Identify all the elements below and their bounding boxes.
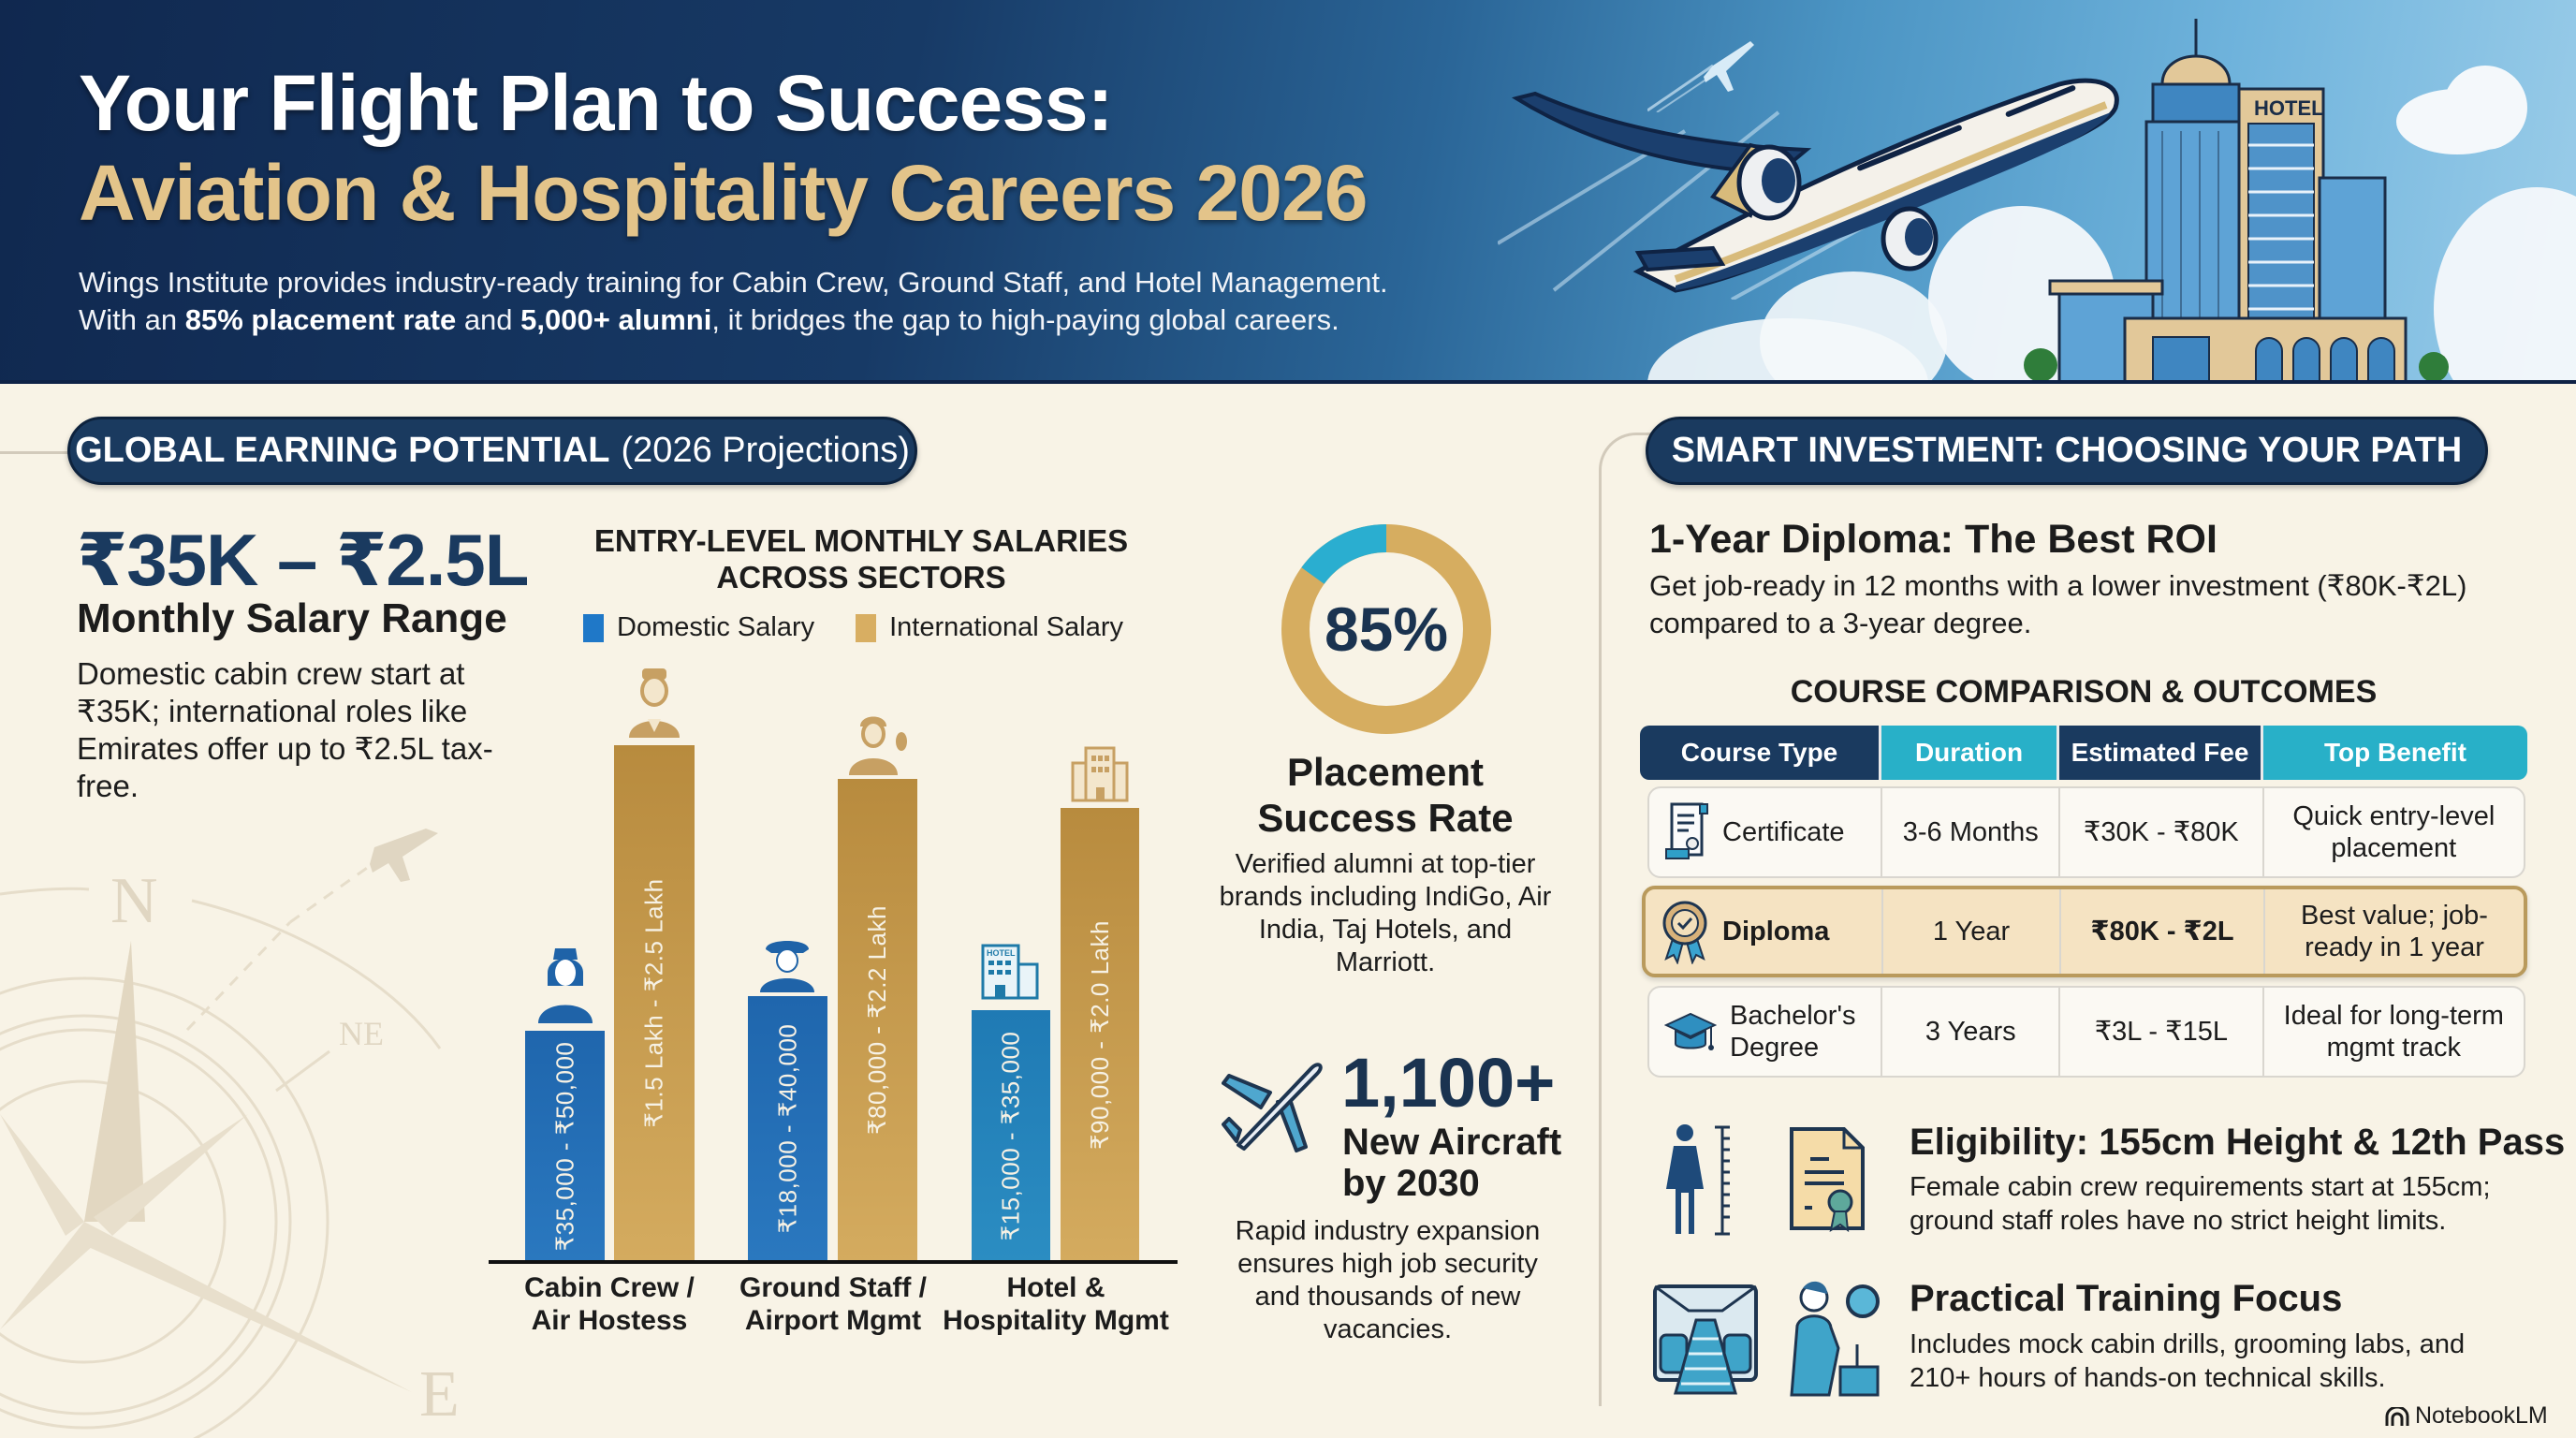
header-subtitle: Wings Institute provides industry-ready …	[79, 264, 1539, 339]
flight-attendant-icon-blue	[538, 948, 593, 1023]
legend-label-domestic: Domestic Salary	[617, 612, 815, 642]
notebooklm-logo-icon	[2385, 1406, 2409, 1426]
column-header-fee: Estimated Fee	[2059, 726, 2263, 780]
eligibility-title: Eligibility: 155cm Height & 12th Pass	[1910, 1122, 2566, 1163]
placement-highlight: 85% placement rate	[184, 303, 457, 336]
column-header-course-type: Course Type	[1640, 726, 1881, 780]
graduation-cap-icon	[1664, 1012, 1717, 1050]
course-benefit: Quick entry-level placement	[2292, 801, 2496, 863]
cloud-decoration	[1760, 271, 1947, 380]
training-description: Includes mock cabin drills, grooming lab…	[1910, 1329, 2466, 1393]
legend-swatch-international	[856, 613, 877, 642]
category-label-cabin-crew: Cabin Crew / Air Hostess	[524, 1272, 695, 1336]
new-aircraft-title: New Aircraft by 2030	[1342, 1122, 1562, 1204]
course-duration: 3 Years	[1882, 988, 2061, 1076]
header-banner: HOTEL Your Flight Plan to Success: Aviat…	[0, 0, 2576, 384]
bar-cabin-crew-international: ₹1.5 Lakh - ₹2.5 Lakh	[614, 745, 695, 1261]
course-fee: ₹3L - ₹15L	[2060, 988, 2264, 1076]
aircraft-cabin-icon	[1653, 1284, 1758, 1395]
eligibility-description: Female cabin crew requirements start at …	[1910, 1172, 2491, 1236]
bar-cabin-crew-domestic: ₹35,000 - ₹50,000	[525, 1031, 605, 1261]
course-duration: 3-6 Months	[1882, 788, 2061, 876]
legend-swatch-domestic	[583, 613, 604, 642]
svg-text:E: E	[419, 1358, 460, 1431]
course-duration: 1 Year	[1883, 889, 2061, 974]
hotel-building-icon-gold	[1071, 746, 1129, 802]
flight-attendant-icon-gold	[629, 668, 680, 738]
divider-line	[0, 451, 69, 454]
certificate-document-icon	[1790, 1127, 1865, 1233]
alumni-highlight: 5,000+ alumni	[520, 303, 712, 336]
compass-rose-decoration: N NE E	[0, 829, 460, 1438]
column-header-benefit: Top Benefit	[2263, 726, 2527, 780]
hotel-illustration: HOTEL	[2022, 19, 2452, 380]
category-label-ground-staff: Ground Staff / Airport Mgmt	[739, 1272, 927, 1336]
earning-section-header: GLOBAL EARNING POTENTIAL (2026 Projection…	[67, 417, 917, 485]
notebooklm-brand: NotebookLM	[2385, 1402, 2548, 1430]
subtitle-line1: Wings Institute provides industry-ready …	[79, 266, 1388, 299]
placement-donut-chart	[1281, 524, 1491, 734]
svg-text:NE: NE	[339, 1015, 384, 1052]
grooming-trainer-icon	[1790, 1281, 1880, 1397]
new-aircraft-value: 1,100+	[1341, 1044, 1556, 1122]
salary-range-value: ₹35K – ₹2.5L	[77, 519, 529, 601]
new-aircraft-description: Rapid industry expansion ensures high jo…	[1235, 1216, 1541, 1344]
placement-rate-value: 85%	[1324, 594, 1449, 664]
height-measurement-icon	[1666, 1124, 1730, 1236]
course-name: Diploma	[1722, 917, 1830, 946]
hotel-building-icon-blue: HOTEL	[981, 944, 1039, 1000]
course-table-header: Course Type Duration Estimated Fee Top B…	[1640, 726, 2527, 780]
salary-range-description: Domestic cabin crew start at ₹35K; inter…	[77, 656, 493, 803]
course-fee: ₹30K - ₹80K	[2060, 788, 2264, 876]
course-benefit: Best value; job-ready in 1 year	[2301, 901, 2488, 962]
chart-legend: Domestic Salary International Salary	[583, 612, 1123, 643]
svg-text:HOTEL: HOTEL	[987, 948, 1016, 958]
certificate-scroll-icon	[1665, 802, 1708, 859]
bar-hotel-international: ₹90,000 - ₹2.0 Lakh	[1061, 808, 1139, 1261]
placement-title: Placement Success Rate	[1257, 750, 1514, 840]
subtitle-line2: With an 85% placement rate and 5,000+ al…	[79, 303, 1339, 336]
cloud-decoration	[2434, 187, 2576, 380]
airplane-icon	[1222, 1063, 1323, 1152]
bar-ground-staff-domestic: ₹18,000 - ₹40,000	[748, 996, 827, 1261]
airplane-illustration	[1498, 78, 2119, 300]
investment-section-header: SMART INVESTMENT: CHOOSING YOUR PATH	[1646, 417, 2488, 485]
dotted-plane-icon	[370, 829, 438, 882]
chart-x-axis	[489, 1260, 1178, 1264]
page-title-line1: Your Flight Plan to Success:	[79, 59, 1114, 147]
legend-label-international: International Salary	[889, 612, 1123, 642]
svg-text:HOTEL: HOTEL	[2254, 96, 2324, 120]
training-title: Practical Training Focus	[1910, 1278, 2343, 1319]
table-row-bachelors: Bachelor's Degree 3 Years ₹3L - ₹15L Ide…	[1647, 986, 2525, 1078]
bar-hotel-domestic: ₹15,000 - ₹35,000	[972, 1010, 1050, 1261]
course-name: Certificate	[1722, 817, 1845, 847]
svg-text:N: N	[110, 865, 158, 937]
placement-description: Verified alumni at top-tier brands inclu…	[1219, 849, 1552, 977]
table-row-certificate: Certificate 3-6 Months ₹30K - ₹80K Quick…	[1647, 786, 2525, 878]
table-row-diploma: Diploma 1 Year ₹80K - ₹2L Best value; jo…	[1642, 886, 2527, 977]
page-title-line2: Aviation & Hospitality Careers 2026	[79, 149, 1368, 237]
ground-staff-icon-gold	[849, 716, 907, 775]
diploma-roi-title: 1-Year Diploma: The Best ROI	[1649, 517, 2217, 562]
chart-title: ENTRY-LEVEL MONTHLY SALARIES ACROSS SECT…	[593, 523, 1129, 594]
course-benefit: Ideal for long-term mgmt track	[2283, 1001, 2504, 1063]
cloud-decoration	[2443, 66, 2527, 150]
investment-section-frame	[1599, 433, 1674, 1406]
diploma-roi-description: Get job-ready in 12 months with a lower …	[1649, 569, 2467, 639]
small-airplane-icon	[1647, 41, 1754, 112]
course-table-title: COURSE COMPARISON & OUTCOMES	[1790, 674, 2378, 710]
salary-range-label: Monthly Salary Range	[77, 595, 507, 641]
bar-ground-staff-international: ₹80,000 - ₹2.2 Lakh	[838, 779, 917, 1261]
column-header-duration: Duration	[1881, 726, 2059, 780]
category-label-hotel: Hotel & Hospitality Mgmt	[943, 1272, 1169, 1336]
course-fee: ₹80K - ₹2L	[2061, 889, 2265, 974]
course-name: Bachelor's Degree	[1730, 1001, 1856, 1063]
award-badge-icon	[1662, 901, 1707, 964]
pilot-icon-blue	[760, 941, 814, 992]
